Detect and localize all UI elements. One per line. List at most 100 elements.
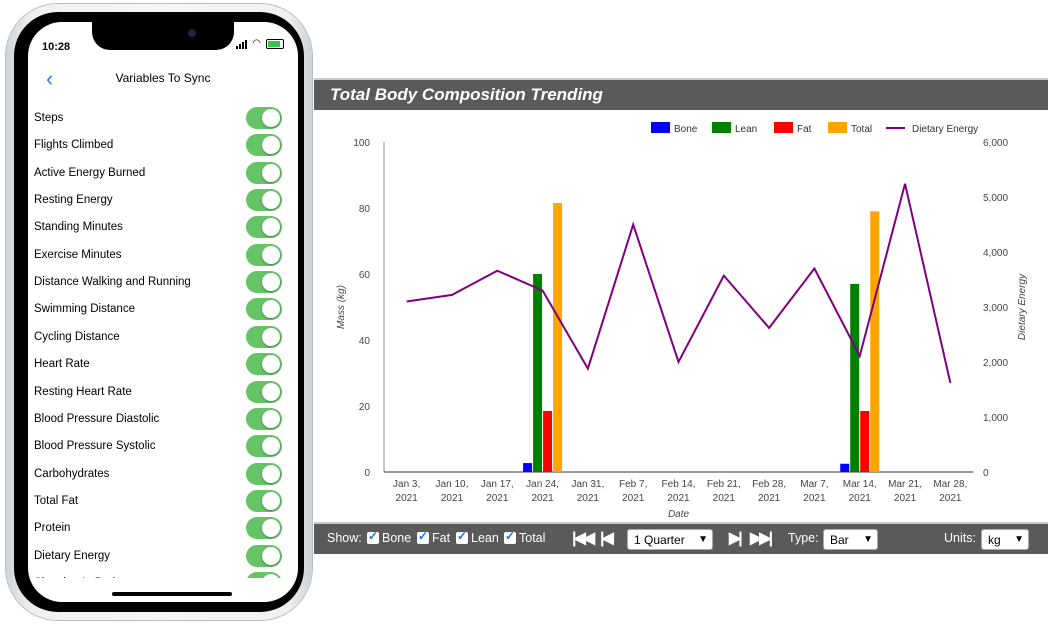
type-select[interactable]: Bar ▼ [823,529,878,550]
sync-row: Blood Pressure Diastolic [28,407,298,434]
home-indicator [112,592,232,596]
y2-tick-label: 5,000 [983,193,1008,204]
sync-toggle[interactable] [246,189,282,212]
sync-toggle[interactable] [246,407,282,430]
back-chevron-icon[interactable]: ‹ [46,66,54,91]
sync-toggle[interactable] [246,298,282,321]
sync-row: Total Fat [28,489,298,516]
chart-header: Total Body Composition Trending [314,78,1048,110]
sync-row: Dietary Energy [28,544,298,571]
units-value: kg [988,533,1001,547]
sync-row-label: Cycling Distance [34,330,120,343]
sync-toggle[interactable] [246,107,282,129]
sync-toggle[interactable] [246,380,282,403]
legend-swatch-bone [651,122,670,133]
toggle-knob [262,109,280,127]
nav-bar: ‹ Variables To Sync [28,62,298,96]
toggle-knob [262,245,280,264]
step-back-icon[interactable]: |◀ [600,530,614,547]
sync-toggle[interactable] [246,216,282,239]
x-tick-year: 2021 [396,493,419,504]
step-forward-icon[interactable]: ▶| [729,530,743,547]
y-tick-label: 100 [353,138,370,149]
checkbox-checked-icon [417,529,429,544]
sync-variable-list[interactable]: Steps Flights Climbed Active Energy Burned… [28,102,298,578]
sync-row-label: Resting Energy [34,194,113,207]
legend-label-bone: Bone [674,124,698,135]
x-tick-label: Feb 14, [662,479,696,490]
y2-tick-label: 4,000 [983,248,1008,259]
y2-tick-label: 1,000 [983,413,1008,424]
checkbox-checked-icon [504,529,516,544]
checkbox-lean[interactable]: Lean [456,529,499,545]
sync-row-label: Heart Rate [34,358,90,371]
sync-toggle[interactable] [246,571,282,578]
status-icons: ◠ [236,39,284,49]
x-tick-label: Mar 21, [888,479,922,490]
sync-toggle[interactable] [246,517,282,540]
sync-row: Heart Rate [28,352,298,379]
sync-toggle[interactable] [246,243,282,266]
x-tick-label: Feb 28, [752,479,786,490]
sync-row-label: Protein [34,522,71,535]
y-axis-title: Mass (kg) [336,285,347,329]
x-tick-label: Mar 7, [800,479,828,490]
sync-row: Steps [28,106,298,133]
checkbox-label: Total [519,531,546,545]
bar-bone [840,463,850,472]
skip-to-start-icon[interactable]: |◀◀ [572,530,595,547]
sync-toggle[interactable] [246,489,282,512]
sync-row: Blood Pressure Systolic [28,434,298,461]
sync-toggle[interactable] [246,435,282,458]
x-tick-label: Feb 21, [707,479,741,490]
x-tick-label: Feb 7, [619,479,647,490]
x-tick-label: Jan 10, [436,479,469,490]
sync-row-label: Blood Pressure Diastolic [34,412,160,425]
sync-row: Flights Climbed [28,133,298,160]
x-tick-year: 2021 [486,493,509,504]
camera-icon [188,29,196,37]
checkbox-total[interactable]: Total [504,529,546,545]
x-axis-title: Date [668,509,690,520]
sync-toggle[interactable] [246,353,282,376]
sync-row: Protein [28,516,298,543]
toggle-knob [262,409,280,428]
bar-total [553,203,563,473]
sync-toggle[interactable] [246,134,282,157]
sync-toggle[interactable] [246,325,282,348]
sync-toggle[interactable] [246,161,282,184]
sync-row: Distance Walking and Running [28,270,298,297]
toggle-knob [262,218,280,237]
sync-toggle[interactable] [246,544,282,567]
x-tick-label: Mar 14, [843,479,877,490]
toggle-knob [262,327,280,346]
sync-row: Sleeping In Bed [28,571,298,578]
bar-lean [533,274,543,472]
period-select[interactable]: 1 Quarter ▼ [627,529,713,550]
checkbox-label: Fat [432,531,451,545]
skip-to-end-icon[interactable]: ▶▶| [750,530,773,547]
x-tick-year: 2021 [894,493,917,504]
bar-fat [860,410,870,472]
x-tick-year: 2021 [531,493,554,504]
units-select[interactable]: kg ▼ [981,529,1029,550]
sync-row: Exercise Minutes [28,243,298,270]
toggle-knob [262,546,280,565]
checkbox-fat[interactable]: Fat [417,529,451,545]
sync-row-label: Flights Climbed [34,139,114,152]
y2-tick-label: 2,000 [983,358,1008,369]
y2-tick-label: 3,000 [983,303,1008,314]
status-time: 10:28 [42,41,71,53]
sync-row: Swimming Distance [28,297,298,324]
sync-toggle[interactable] [246,271,282,294]
x-tick-label: Jan 3, [393,479,420,490]
checkbox-bone[interactable]: Bone [367,529,411,545]
toggle-knob [262,437,280,456]
chevron-down-icon: ▼ [1014,534,1024,545]
x-tick-label: Jan 24, [526,479,559,490]
x-tick-label: Mar 28, [933,479,967,490]
sync-toggle[interactable] [246,462,282,485]
show-label: Show: [327,531,362,545]
x-tick-label: Jan 31, [571,479,604,490]
y-tick-label: 60 [359,270,371,281]
